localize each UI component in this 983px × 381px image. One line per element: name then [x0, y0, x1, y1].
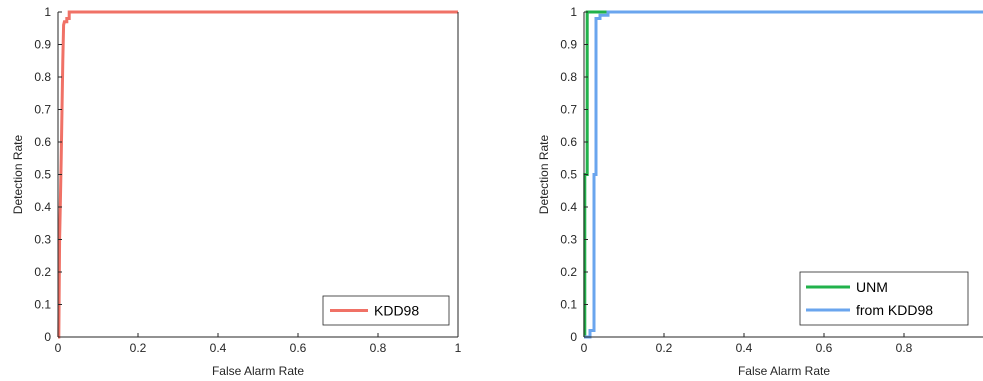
y-tick-label: 0.4: [560, 200, 577, 214]
y-tick-label: 0.1: [560, 298, 577, 312]
x-tick-label: 0: [55, 341, 62, 355]
y-tick-label: 0.8: [34, 70, 51, 84]
y-tick-label: 0.7: [560, 103, 577, 117]
chart-panel-1: 0 0.2 0.4 0.6 0.8 1 0 0.1 0.2 0.3 0.4 0.5 0.6 0.7 0.8 0…: [11, 5, 462, 378]
y-tick-label: 0.7: [34, 103, 51, 117]
x-tick-label: 0.6: [816, 341, 833, 355]
y-tick-label: 0.1: [34, 298, 51, 312]
y-tick-label: 0.9: [34, 38, 51, 52]
x-axis-label-1: False Alarm Rate: [212, 364, 304, 378]
legend-1: KDD98: [322, 295, 450, 326]
legend-2: UNM from KDD98: [799, 271, 969, 326]
y-tick-label: 0.5: [34, 168, 51, 182]
x-tick-label: 0.6: [290, 341, 307, 355]
y-axis-label-1: Detection Rate: [11, 134, 25, 214]
x-tick-label: 0.8: [370, 341, 387, 355]
x-tick-label: 0.8: [896, 341, 913, 355]
y-tick-label: 1: [44, 5, 51, 19]
series-line-kdd98: [57, 10, 458, 339]
y-tick-label: 0.2: [560, 265, 577, 279]
y-tick-label: 1: [570, 5, 577, 19]
y-tick-label: 0.5: [560, 168, 577, 182]
x-tick-label: 0.4: [736, 341, 753, 355]
y-tick-label: 0.4: [34, 200, 51, 214]
y-tick-label: 0.9: [560, 38, 577, 52]
x-tick-label: 0: [581, 341, 588, 355]
x-tick-label: 1: [455, 341, 462, 355]
x-axis-label-2: False Alarm Rate: [738, 364, 830, 378]
y-tick-label: 0.6: [34, 135, 51, 149]
chart-panel-2: 0 0.2 0.4 0.6 0.8 0 0.1 0.2 0.3 0.4 0.5 0.6 0.7 0.8 0.…: [537, 5, 983, 378]
axes-2: 0 0.2 0.4 0.6 0.8 0 0.1 0.2 0.3 0.4 0.5 0.6 0.7 0.8 0.…: [560, 5, 983, 355]
y-tick-label: 0.3: [34, 233, 51, 247]
y-axis-label-2: Detection Rate: [537, 134, 551, 214]
y-tick-label: 0.8: [560, 70, 577, 84]
y-tick-label: 0.2: [34, 265, 51, 279]
x-tick-label: 0.2: [656, 341, 673, 355]
legend-label-kdd98: KDD98: [374, 303, 419, 319]
axes-1: 0 0.2 0.4 0.6 0.8 1 0 0.1 0.2 0.3 0.4 0.5 0.6 0.7 0.8 0…: [34, 5, 461, 355]
x-tick-label: 0.4: [210, 341, 227, 355]
x-tick-label: 0.2: [130, 341, 147, 355]
legend-box-2: [799, 271, 969, 326]
plot-area-1: [58, 12, 458, 337]
y-tick-label: 0.6: [560, 135, 577, 149]
y-tick-label: 0: [44, 330, 51, 344]
legend-label-unm: UNM: [856, 279, 888, 295]
legend-label-from-kdd98: from KDD98: [856, 302, 933, 318]
series-group-1: [57, 10, 458, 339]
y-tick-label: 0: [570, 330, 577, 344]
y-tick-label: 0.3: [560, 233, 577, 247]
series-line-from-kdd98: [584, 10, 983, 339]
